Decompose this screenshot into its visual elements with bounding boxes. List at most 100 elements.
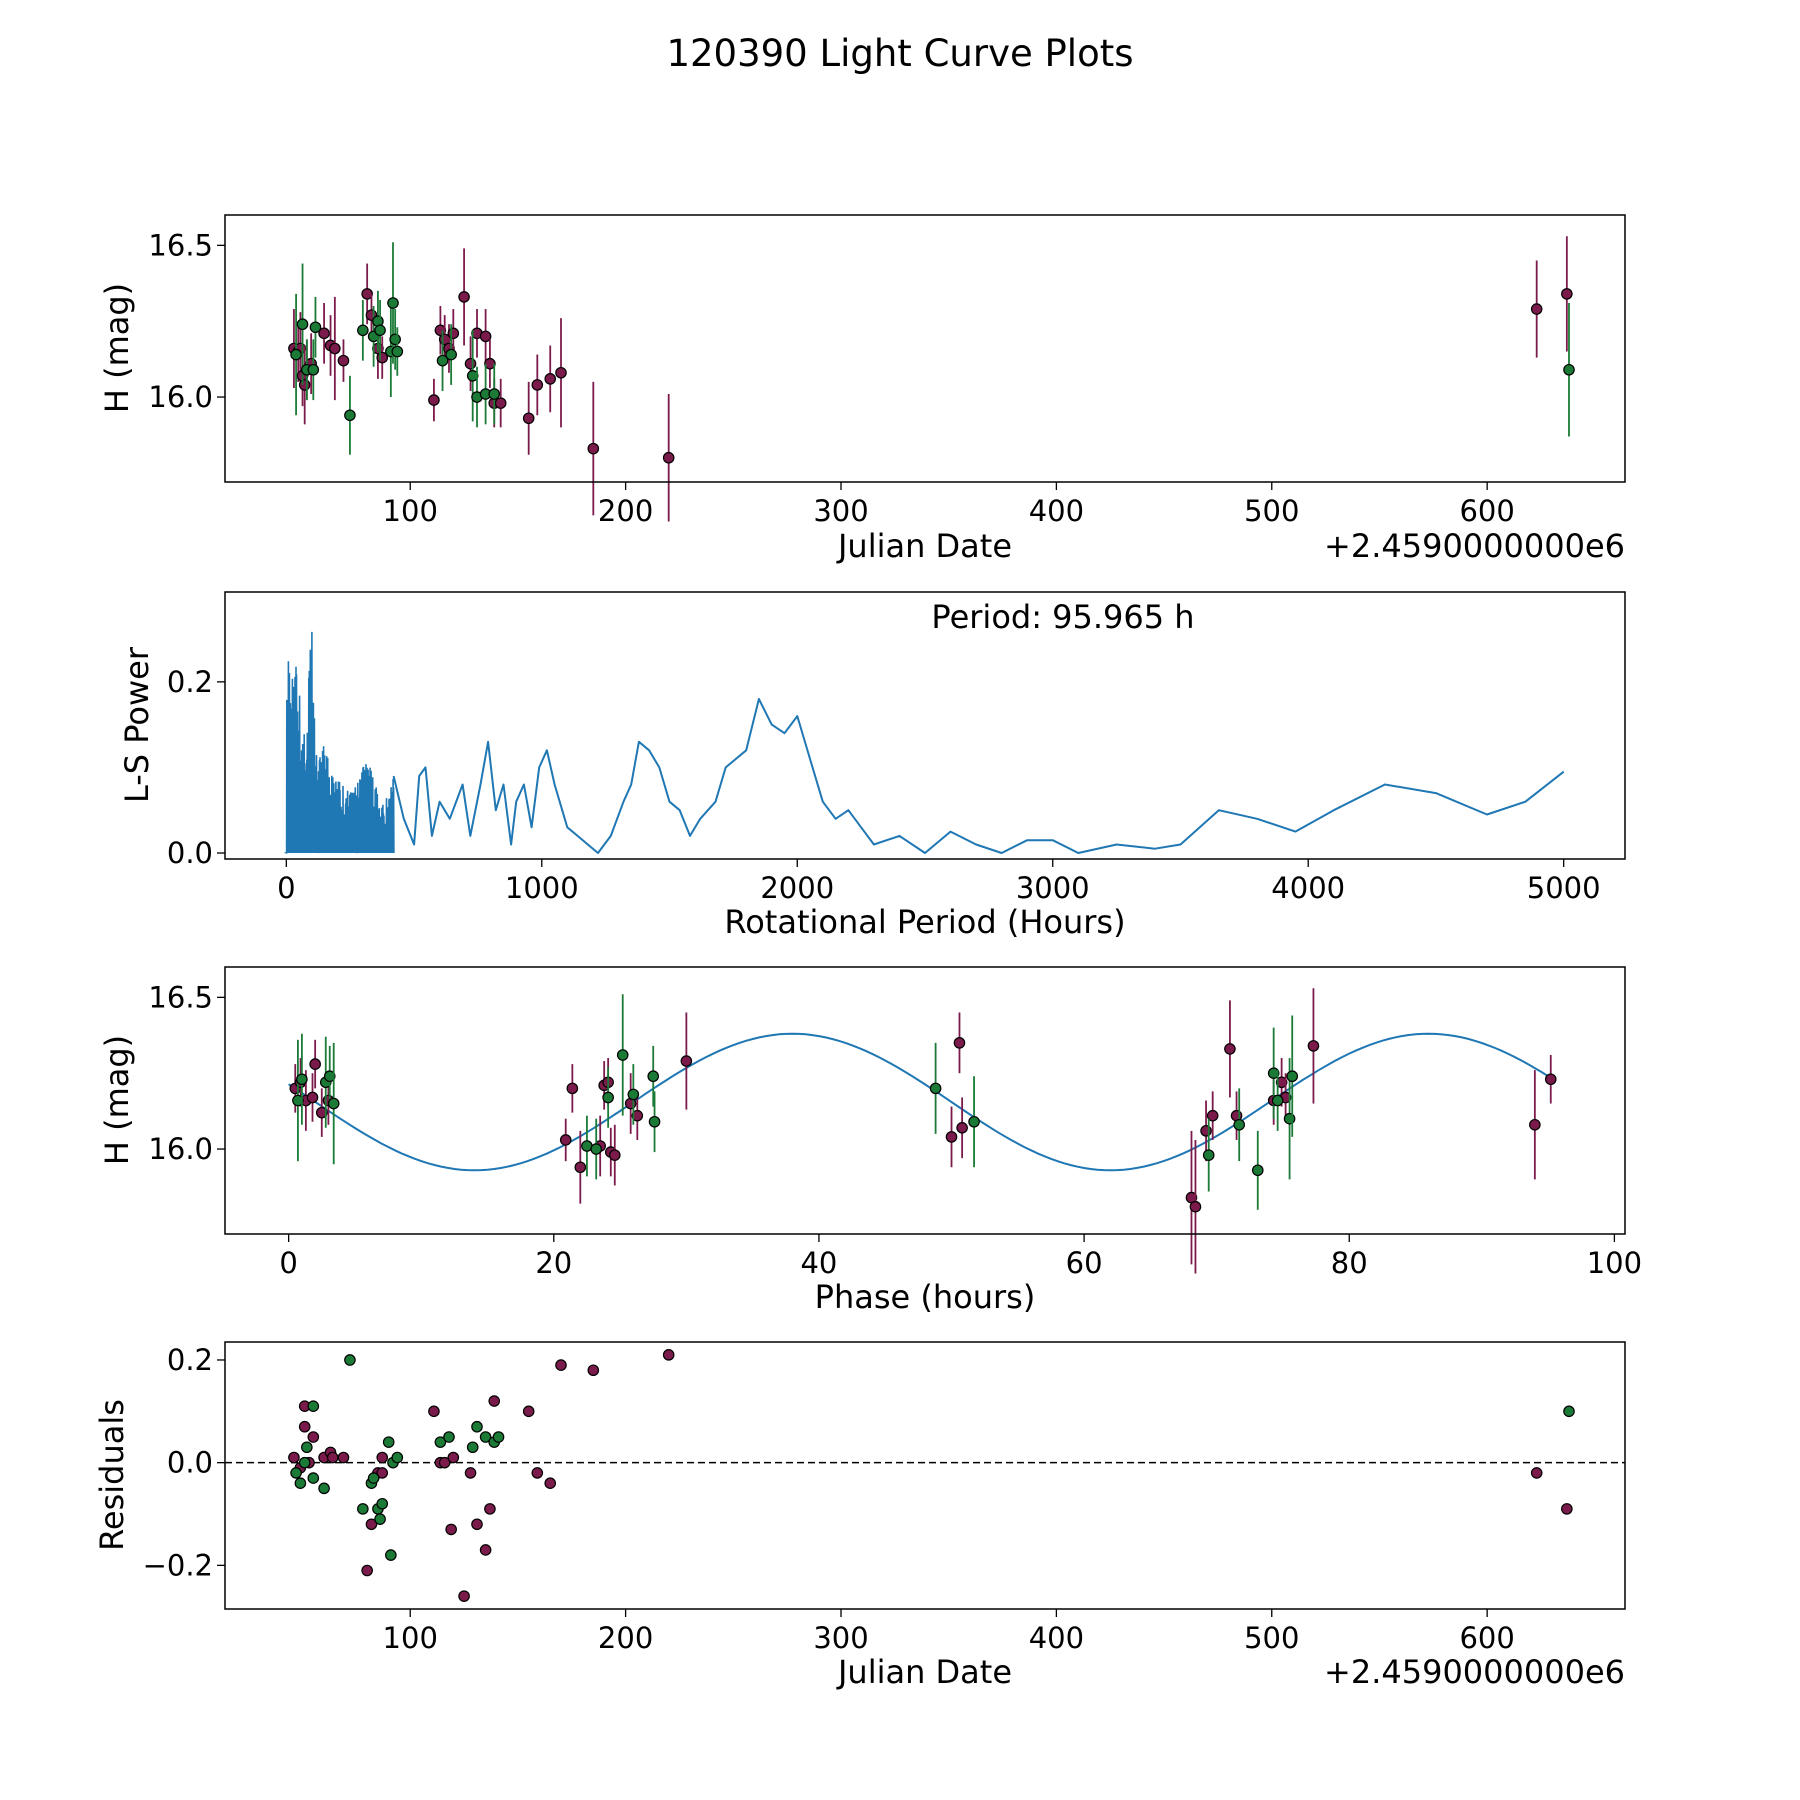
lightcurve-point	[555, 366, 567, 379]
phased-point	[631, 1109, 644, 1122]
phased-xlabel: Phase (hours)	[815, 1278, 1036, 1316]
residuals-offset-label: +2.4590000000e6	[1324, 1653, 1625, 1691]
phased-ytick-label: 16.0	[148, 1132, 213, 1166]
residuals-point	[466, 1441, 479, 1454]
phased-point	[1286, 1070, 1299, 1083]
lightcurve-point	[428, 394, 440, 406]
phased-point	[1529, 1118, 1541, 1131]
lightcurve-point	[389, 333, 401, 346]
lightcurve-xtick-label: 200	[598, 494, 653, 528]
phased-ylabel: H (mag)	[98, 1035, 136, 1165]
residuals-point	[376, 1451, 389, 1464]
lightcurve-point	[337, 354, 350, 367]
periodogram-ylabel: L-S Power	[118, 646, 156, 803]
phased-point	[327, 1097, 340, 1110]
phased-point	[559, 1134, 572, 1146]
phased-point	[929, 1082, 942, 1095]
phased-point	[315, 1106, 328, 1119]
residuals-point	[488, 1395, 501, 1407]
phased-point	[1283, 1112, 1296, 1125]
residuals-point	[307, 1400, 320, 1412]
periodogram-dense-region	[283, 631, 395, 854]
residuals-point	[428, 1405, 440, 1418]
phased-point	[1206, 1109, 1219, 1122]
lightcurve-point	[1561, 288, 1573, 300]
lightcurve-point	[357, 324, 369, 337]
period-annotation: Period: 95.965 h	[931, 598, 1194, 636]
residuals-ytick-label: 0.2	[167, 1343, 213, 1377]
residuals-point	[290, 1467, 302, 1479]
phased-point	[956, 1122, 968, 1134]
lightcurve-point	[464, 357, 477, 370]
phased-point	[1267, 1067, 1280, 1079]
periodogram-xtick-label: 2000	[760, 871, 834, 905]
phased-point	[306, 1091, 319, 1104]
phased-point	[590, 1143, 603, 1155]
lightcurve-point	[445, 348, 457, 361]
residuals-point	[361, 1564, 373, 1577]
residuals-point	[1530, 1467, 1543, 1479]
residuals-xtick-label: 100	[383, 1621, 438, 1655]
phased-point	[1200, 1125, 1212, 1137]
lightcurve-ticks: 100 200 300 400 500 600 16.0 16.5	[148, 228, 1514, 528]
phased-point	[309, 1058, 321, 1070]
residuals-panel: 100 200 300 400 500 600 −0.2 0.0 0.2 Julian Date…	[93, 1341, 1626, 1691]
residuals-point	[438, 1456, 451, 1469]
residuals-point	[344, 1354, 356, 1366]
residuals-point	[365, 1518, 378, 1531]
residuals-point	[447, 1451, 460, 1464]
lightcurve-point	[329, 342, 341, 355]
residuals-xtick-label: 400	[1029, 1621, 1084, 1655]
periodogram-panel: 0 1000 2000 3000 4000 5000 0.0 0.2 Period: 95.9…	[118, 591, 1626, 941]
residuals-point	[1563, 1405, 1575, 1418]
phased-point	[1307, 1040, 1320, 1052]
lightcurve-point	[1530, 303, 1543, 315]
periodogram-xtick-label: 4000	[1271, 871, 1345, 905]
residuals-point	[391, 1451, 404, 1464]
lightcurve-point	[479, 330, 492, 343]
residuals-point	[555, 1359, 567, 1371]
lightcurve-point	[531, 379, 544, 391]
residuals-point	[367, 1472, 380, 1484]
residuals-point	[337, 1451, 350, 1464]
residuals-point	[385, 1549, 397, 1561]
lightcurve-point	[494, 397, 507, 409]
phased-xtick-label: 0	[279, 1246, 297, 1280]
phased-point	[1233, 1118, 1246, 1131]
lightcurve-point	[436, 354, 449, 367]
lightcurve-point	[544, 373, 557, 385]
residuals-point	[479, 1431, 492, 1443]
residuals-axes-frame	[224, 1341, 1626, 1610]
lightcurve-xtick-label: 600	[1459, 494, 1514, 528]
lightcurve-xtick-label: 100	[383, 494, 438, 528]
residuals-ytick-label: 0.0	[167, 1446, 213, 1480]
periodogram-ytick-label: 0.0	[167, 836, 213, 870]
lightcurve-point	[662, 451, 675, 464]
residuals-point	[374, 1513, 386, 1525]
figure-title: 120390 Light Curve Plots	[666, 32, 1133, 75]
residuals-point	[544, 1477, 557, 1490]
periodogram-xtick-label: 5000	[1527, 871, 1601, 905]
phased-xtick-label: 60	[1066, 1246, 1103, 1280]
phased-ytick-label: 16.5	[148, 980, 213, 1014]
residuals-ytick-label: −0.2	[143, 1548, 213, 1582]
residuals-point	[288, 1451, 300, 1464]
lightcurve-point	[290, 348, 302, 361]
phased-panel: 0 20 40 60 80 100 16.0 16.5 Phase (hours) H (ma…	[98, 966, 1642, 1316]
lightcurve-ytick-label: 16.0	[148, 380, 213, 414]
lightcurve-point	[458, 291, 470, 303]
residuals-point	[522, 1405, 535, 1418]
lightcurve-point	[318, 327, 330, 340]
lightcurve-point	[488, 388, 501, 400]
lightcurve-point	[374, 324, 386, 337]
residuals-point	[307, 1472, 320, 1484]
phased-point	[1251, 1164, 1264, 1177]
residuals-point	[298, 1420, 311, 1433]
residuals-point	[484, 1503, 496, 1515]
residuals-point	[445, 1523, 457, 1536]
phased-point	[566, 1082, 579, 1095]
lightcurve-point	[391, 345, 404, 358]
phased-point	[953, 1037, 966, 1049]
phased-point	[968, 1115, 980, 1128]
residuals-point	[492, 1431, 505, 1443]
